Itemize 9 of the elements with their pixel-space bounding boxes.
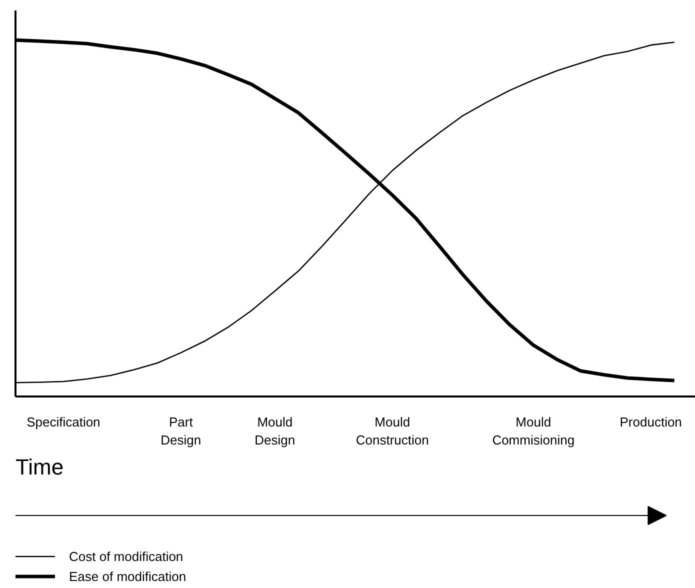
x-tick-label: Mould Construction	[356, 414, 429, 448]
x-tick-label: Part Design	[160, 414, 202, 448]
x-tick-label: Mould Design	[254, 414, 296, 448]
x-tick-label: Mould Commisioning	[492, 414, 575, 448]
x-axis-title: Time	[16, 454, 64, 480]
legend-label: Cost of modification	[69, 548, 184, 564]
x-tick-label: Production	[620, 414, 682, 430]
x-tick-label: Specification	[26, 414, 100, 430]
legend-label: Ease of modification	[69, 568, 186, 584]
